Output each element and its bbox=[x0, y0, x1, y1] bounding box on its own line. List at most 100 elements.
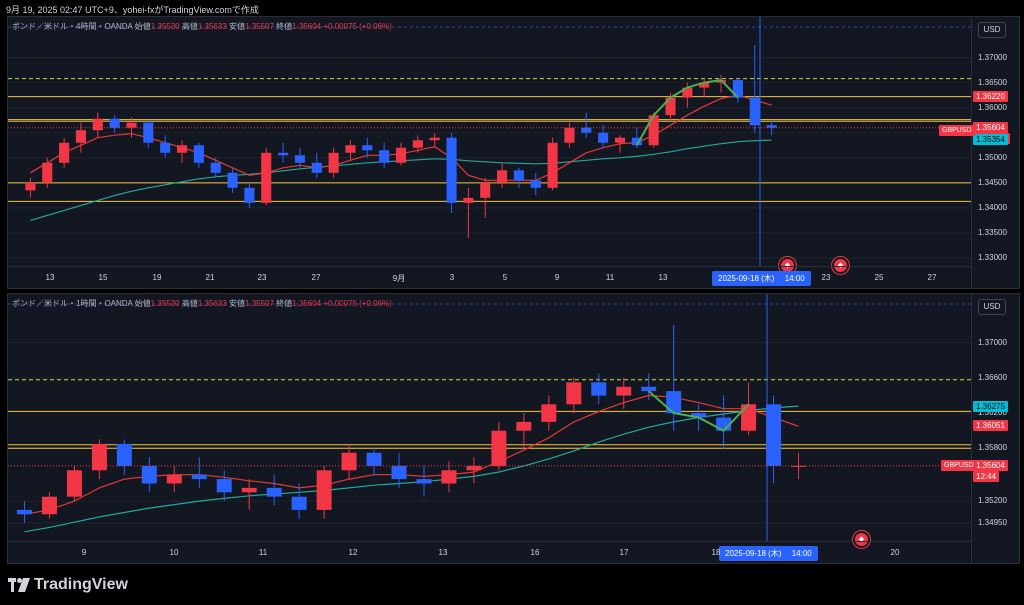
chart-pane-4h[interactable]: ポンド／米ドル・4時間・OANDA 始値1.35530 高値1.35633 安値… bbox=[7, 16, 1020, 289]
candle-body bbox=[541, 404, 557, 422]
tradingview-logo-icon bbox=[8, 578, 30, 592]
legend-open: 1.35530 bbox=[150, 299, 180, 308]
time-tick-label: 13 bbox=[658, 273, 668, 282]
candle-body bbox=[682, 87, 693, 98]
legend-open-label: 始値 bbox=[134, 22, 151, 31]
price-tag-ma: 1.36275 bbox=[973, 400, 1008, 412]
time-tick-label: 23 bbox=[821, 273, 831, 282]
price-axis-1h[interactable]: USD 1.37000 1.36600 1.36200 1.35800 1.35200 1… bbox=[971, 294, 1020, 563]
legend-high-label: 高値 bbox=[181, 299, 198, 308]
price-tick-label: 1.37000 bbox=[978, 337, 1007, 347]
crosshair-date: 2025-09-18 (木) bbox=[718, 274, 775, 283]
time-tick-label: 10 bbox=[169, 548, 179, 557]
time-tick-label: 21 bbox=[205, 273, 215, 282]
price-tick-label: 1.35200 bbox=[978, 496, 1007, 506]
economic-event-icon[interactable]: ◆ bbox=[832, 257, 849, 274]
candle-body bbox=[16, 509, 32, 515]
legend-close-label: 終値 bbox=[276, 22, 293, 31]
time-tick-label: 9 bbox=[554, 273, 560, 282]
candle-body bbox=[391, 465, 407, 480]
candle-body bbox=[341, 452, 357, 471]
candle-body bbox=[241, 487, 257, 493]
time-tick-label: 15 bbox=[98, 273, 108, 282]
currency-button[interactable]: USD bbox=[978, 299, 1006, 315]
candle-body bbox=[328, 152, 339, 173]
candle-body bbox=[75, 130, 87, 143]
candle-body bbox=[766, 125, 777, 128]
candle-body bbox=[429, 137, 440, 141]
time-tick-label: 18 bbox=[711, 548, 721, 557]
price-tick-label: 1.35800 bbox=[978, 443, 1007, 453]
candle-body bbox=[92, 118, 103, 131]
candle-body bbox=[366, 452, 382, 466]
time-axis-4h[interactable]: 2025-09-18 (木) 14:00 13 15 19 21 23 27 9月 3 5 9 11… bbox=[8, 266, 971, 288]
price-tick-label: 1.34500 bbox=[978, 177, 1007, 187]
time-tick-label: 13 bbox=[45, 273, 55, 282]
chart-pane-1h[interactable]: ポンド／米ドル・1時間・OANDA 始値1.35530 高値1.35633 安値… bbox=[7, 293, 1020, 564]
price-tick-label: 1.36600 bbox=[978, 372, 1007, 382]
plot-area-1h[interactable]: ポンド／米ドル・1時間・OANDA 始値1.35530 高値1.35633 安値… bbox=[8, 294, 971, 548]
candle-body bbox=[141, 465, 157, 484]
candle-body bbox=[564, 127, 575, 143]
legend-symbol: ポンド／米ドル・1時間・OANDA bbox=[12, 299, 133, 308]
price-tick-label: 1.36000 bbox=[978, 102, 1007, 112]
candle-body bbox=[294, 155, 305, 163]
candle-body bbox=[266, 487, 282, 497]
price-tick-label: 1.36500 bbox=[978, 77, 1007, 87]
price-tick-label: 1.33500 bbox=[978, 227, 1007, 237]
candle-body bbox=[42, 162, 53, 183]
candle-body bbox=[191, 474, 207, 480]
plot-area-4h[interactable]: ポンド／米ドル・4時間・OANDA 始値1.35530 高値1.35633 安値… bbox=[8, 17, 971, 274]
candle-body bbox=[491, 430, 507, 466]
ohlc-legend: ポンド／米ドル・1時間・OANDA 始値1.35530 高値1.35633 安値… bbox=[12, 298, 392, 309]
price-tag-last: 1.35604 bbox=[973, 459, 1008, 471]
candle-body bbox=[278, 152, 289, 156]
candle-body bbox=[699, 82, 710, 88]
currency-button[interactable]: USD bbox=[978, 22, 1006, 38]
time-tick-label: 23 bbox=[257, 273, 267, 282]
candle-body bbox=[581, 127, 592, 133]
candle-body bbox=[616, 386, 632, 396]
price-tick-label: 1.36200 bbox=[978, 408, 1007, 418]
candle-body bbox=[463, 197, 474, 203]
candle-body bbox=[497, 170, 508, 183]
symbol-tag: GBPUSD bbox=[941, 460, 977, 471]
candlestick-chart-1h[interactable] bbox=[8, 294, 971, 542]
legend-low-label: 安値 bbox=[229, 22, 246, 31]
time-axis-1h[interactable]: 2025-09-18 (木) 14:00 9 10 11 12 13 16 17 18 20 bbox=[8, 541, 971, 563]
candle-body bbox=[631, 137, 642, 146]
time-tick-label: 27 bbox=[927, 273, 937, 282]
candle-body bbox=[345, 145, 356, 153]
legend-low: 1.35507 bbox=[245, 22, 274, 31]
crosshair-date-label: 2025-09-18 (木) 14:00 bbox=[712, 271, 811, 286]
price-tick-label: 1.35000 bbox=[978, 152, 1007, 162]
candle-body bbox=[193, 145, 204, 163]
candle-body bbox=[25, 182, 36, 191]
candle-body bbox=[547, 142, 558, 188]
candlestick-chart-4h[interactable] bbox=[8, 17, 971, 267]
candle-body bbox=[160, 142, 171, 153]
top-caption-bar: 9月 19, 2025 02:47 UTC+9、yohei-fxがTrading… bbox=[0, 0, 1024, 16]
candle-body bbox=[316, 470, 332, 510]
crosshair-time: 14:00 bbox=[791, 549, 812, 558]
candle-body bbox=[291, 496, 307, 510]
snapshot-caption: 9月 19, 2025 02:47 UTC+9、yohei-fxがTrading… bbox=[6, 5, 259, 15]
legend-close-label: 終値 bbox=[276, 299, 293, 308]
economic-event-icon[interactable]: ◆ bbox=[853, 531, 870, 548]
candle-body bbox=[395, 147, 407, 163]
candle-body bbox=[109, 118, 120, 128]
price-tag-level-1: 1.36051 bbox=[973, 420, 1008, 432]
time-tick-label: 27 bbox=[311, 273, 321, 282]
candle-body bbox=[691, 413, 707, 418]
candle-body bbox=[210, 162, 221, 173]
time-tick-label: 17 bbox=[619, 548, 629, 557]
legend-close: 1.35604 bbox=[292, 22, 322, 31]
candle-body bbox=[166, 474, 182, 484]
candle-body bbox=[648, 115, 659, 146]
time-tick-label: 5 bbox=[502, 273, 508, 282]
time-tick-label: 11 bbox=[258, 548, 268, 557]
price-axis-4h[interactable]: USD 1.370001.365001.360001.355001.350001… bbox=[971, 17, 1020, 288]
candle-body bbox=[66, 470, 82, 497]
candle-body bbox=[244, 187, 255, 203]
price-tick-label: 1.37000 bbox=[978, 52, 1007, 62]
